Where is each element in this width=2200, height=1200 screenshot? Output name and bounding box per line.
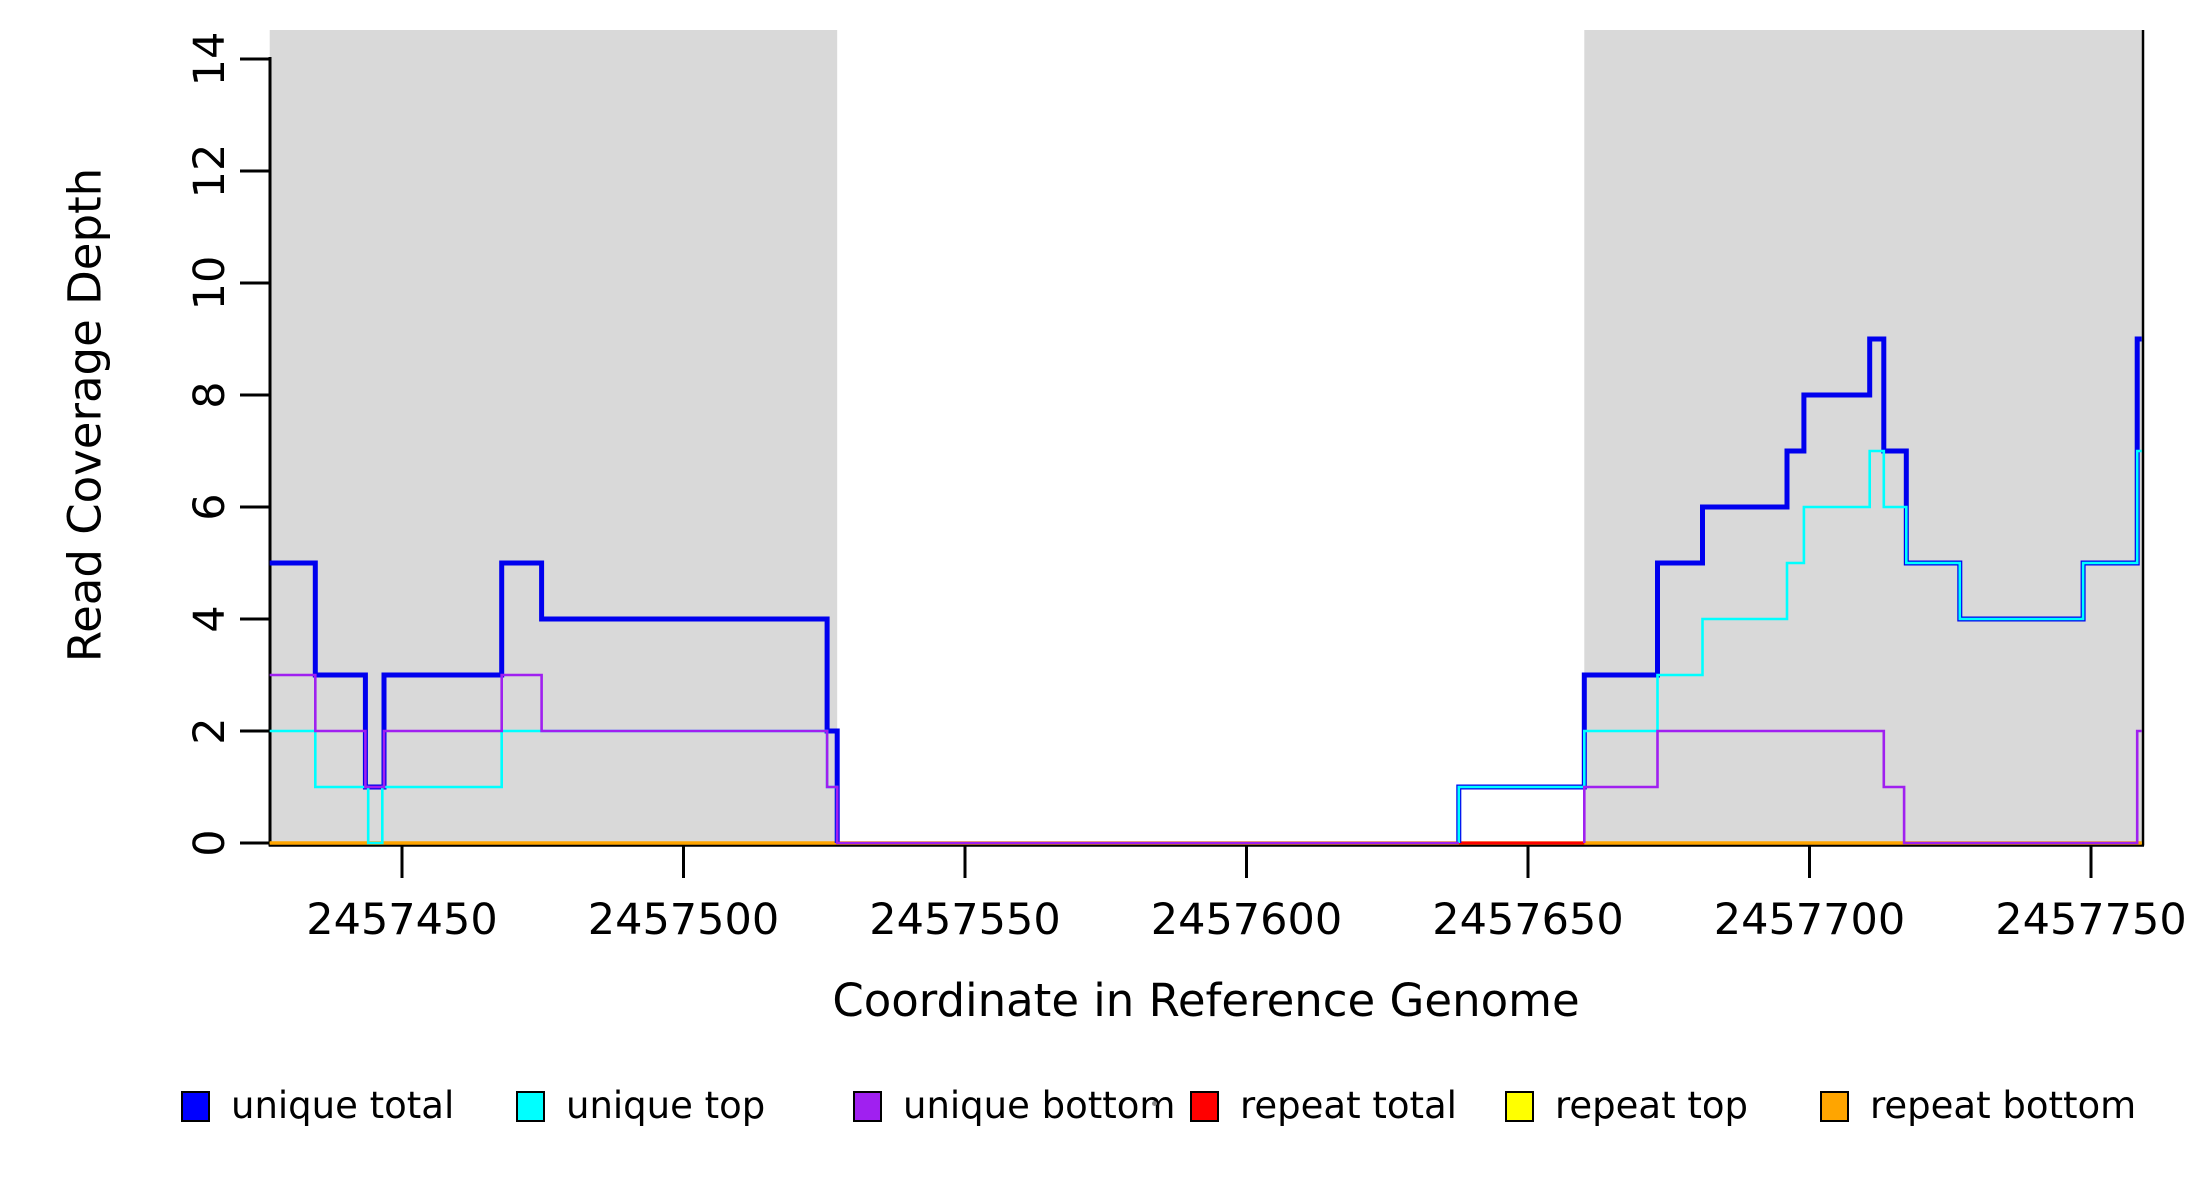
y-tick-label: 2	[185, 717, 235, 744]
legend-swatch-repeat-bottom	[1820, 1090, 1849, 1122]
y-tick-label: 0	[185, 829, 235, 856]
legend-swatch-repeat-top	[1505, 1090, 1534, 1122]
legend-swatch-unique-top	[516, 1090, 545, 1122]
legend-label: repeat bottom	[1870, 1084, 2137, 1127]
legend-swatch-unique-bottom	[853, 1090, 882, 1122]
legend-item-repeat-total: repeat total	[1190, 1086, 1457, 1126]
x-tick-label: 2457650	[1432, 895, 1624, 945]
legend-label: unique total	[231, 1084, 455, 1127]
y-axis-title: Read Coverage Depth	[58, 167, 112, 663]
x-tick-label: 2457700	[1714, 895, 1906, 945]
x-tick-label: 2457750	[1995, 895, 2187, 945]
legend-item-repeat-bottom: repeat bottom	[1820, 1086, 2136, 1126]
y-tick-label: 4	[185, 605, 235, 632]
legend-item-repeat-top: repeat top	[1505, 1086, 1748, 1126]
y-tick-label: 12	[185, 144, 235, 199]
legend-item-unique-top: unique top	[516, 1086, 765, 1126]
series-unique-bottom	[1583, 729, 2142, 845]
legend-label: repeat total	[1240, 1084, 1457, 1127]
x-tick-label: 2457500	[588, 895, 780, 945]
y-tick-label: 8	[185, 381, 235, 408]
x-tick-label: 2457550	[869, 895, 1061, 945]
y-tick-label: 10	[185, 256, 235, 311]
series-unique-bottom	[269, 673, 1459, 845]
legend-item-unique-total: unique total	[181, 1086, 454, 1126]
x-axis-title: Coordinate in Reference Genome	[832, 974, 1580, 1027]
x-tick-label: 2457450	[306, 895, 498, 945]
legend-swatch-repeat-total	[1190, 1090, 1219, 1122]
legend-label: unique bottom	[903, 1084, 1176, 1127]
legend: unique total unique top unique bottom repea…	[0, 1086, 2200, 1130]
y-tick-label: 6	[185, 493, 235, 520]
legend-label: repeat top	[1555, 1084, 1748, 1127]
legend-label: unique top	[566, 1084, 766, 1127]
shaded-region-0	[269, 30, 838, 843]
x-tick-label: 2457600	[1151, 895, 1343, 945]
legend-swatch-unique-total	[181, 1090, 210, 1122]
y-tick-label: 14	[185, 32, 235, 87]
shaded-region-1	[1584, 30, 2142, 843]
stray-dot-artifact	[1152, 1101, 1157, 1106]
legend-item-unique-bottom: unique bottom	[853, 1086, 1175, 1126]
